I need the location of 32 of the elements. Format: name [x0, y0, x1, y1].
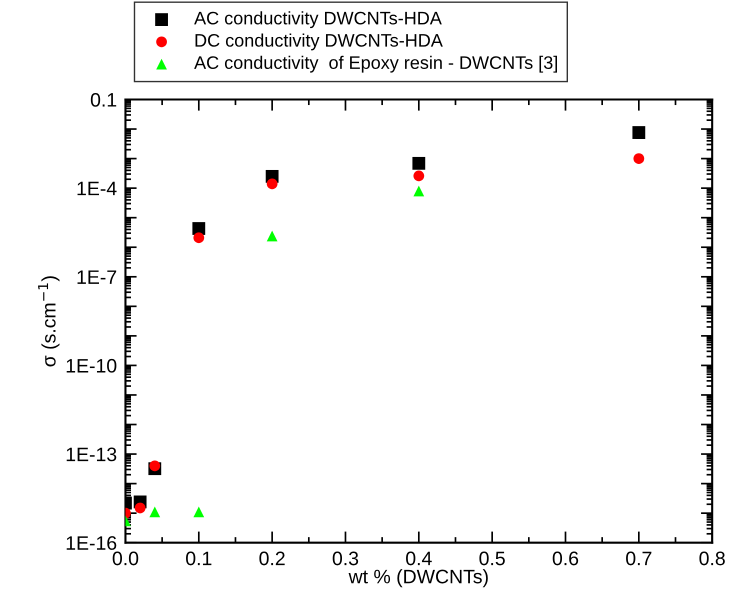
y-tick-label: 1E-13 [66, 448, 116, 462]
y-tick-label: 0.1 [90, 92, 116, 107]
x-tick-label: 0.7 [626, 552, 652, 566]
x-tick-label: 0.0 [112, 552, 138, 566]
legend-label: DC conductivity DWCNTs-HDA [196, 33, 443, 50]
x-tick-label: 0.3 [332, 552, 358, 566]
point [632, 126, 646, 139]
point [193, 506, 204, 518]
y-axis-title: σ (s.cm$^{−1}$) [38, 276, 60, 366]
point [413, 170, 424, 182]
y-tick-label: 1E-16 [66, 536, 116, 550]
y-tick-label: 1E-10 [66, 358, 116, 373]
x-tick-label: 0.8 [699, 552, 725, 566]
point [266, 230, 278, 242]
point [633, 153, 644, 164]
y-tick-label: 1E-7 [78, 270, 116, 284]
legend-label: AC conductivity of Epoxy resin - DWCNTs [3] [194, 56, 557, 73]
point [149, 460, 160, 472]
point [413, 186, 424, 196]
x-tick-label: 0.2 [259, 552, 285, 566]
x-axis-title: wt % (DWCNTs) [348, 569, 488, 588]
x-tick-label: 0.1 [186, 552, 212, 566]
point [149, 506, 160, 518]
point [412, 156, 426, 170]
point [266, 178, 278, 190]
point [193, 232, 204, 244]
x-tick-label: 0.4 [406, 552, 432, 566]
point [134, 502, 146, 514]
legend-label: AC conductivity DWCNTs-HDA [194, 11, 442, 28]
x-tick-label: 0.5 [479, 552, 505, 566]
y-tick-label: 1E-4 [78, 182, 117, 196]
x-tick-label: 0.6 [552, 552, 578, 566]
